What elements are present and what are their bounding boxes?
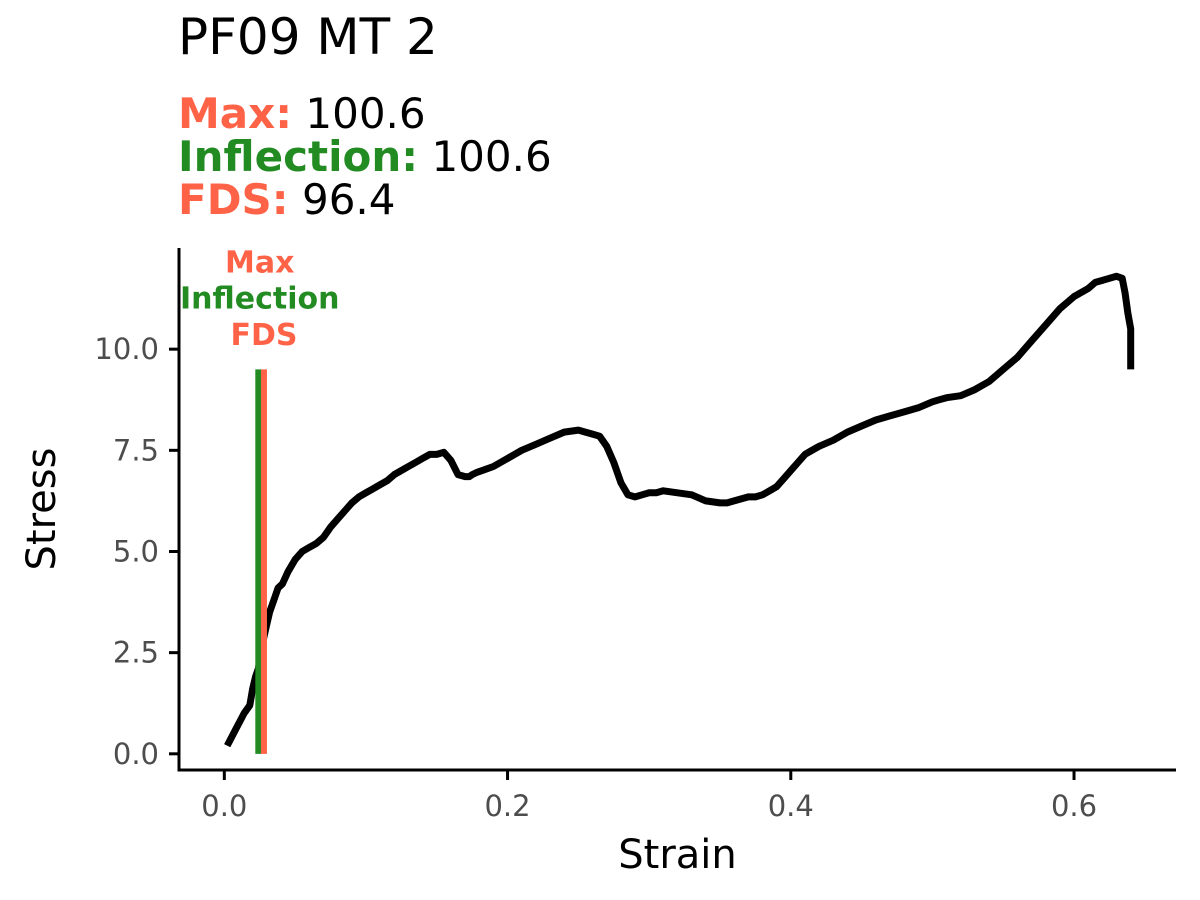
subtitle-inflection: Inflection: 100.6 bbox=[178, 135, 552, 178]
subtitle-fds: FDS: 96.4 bbox=[178, 178, 552, 221]
stress-strain-curve bbox=[224, 272, 1135, 748]
x-tick-label: 0.6 bbox=[1051, 789, 1097, 823]
subtitle-inflection-value: 100.6 bbox=[431, 132, 552, 181]
x-axis-label: Strain bbox=[618, 832, 737, 878]
y-tick-label: 0.0 bbox=[113, 737, 159, 771]
chart-subtitle: Max: 100.6 Inflection: 100.6 FDS: 96.4 bbox=[178, 92, 552, 221]
subtitle-max-label: Max: bbox=[178, 89, 293, 138]
subtitle-fds-value: 96.4 bbox=[301, 175, 396, 224]
annotation-inflection: Inflection bbox=[180, 282, 339, 317]
annotation-fds: FDS bbox=[230, 318, 297, 353]
y-tick-label: 7.5 bbox=[113, 433, 159, 467]
y-axis-label: Stress bbox=[19, 448, 65, 571]
subtitle-max-value: 100.6 bbox=[305, 89, 426, 138]
annotation-max: Max bbox=[225, 245, 294, 280]
x-tick-label: 0.0 bbox=[201, 789, 247, 823]
x-tick-label: 0.4 bbox=[768, 789, 814, 823]
subtitle-fds-label: FDS: bbox=[178, 175, 289, 224]
y-tick-label: 2.5 bbox=[113, 636, 159, 670]
y-tick-label: 5.0 bbox=[113, 534, 159, 568]
x-tick-label: 0.2 bbox=[484, 789, 530, 823]
subtitle-max: Max: 100.6 bbox=[178, 92, 552, 135]
subtitle-inflection-label: Inflection: bbox=[178, 132, 419, 181]
chart-title: PF09 MT 2 bbox=[178, 8, 438, 66]
y-tick-label: 10.0 bbox=[94, 332, 159, 366]
